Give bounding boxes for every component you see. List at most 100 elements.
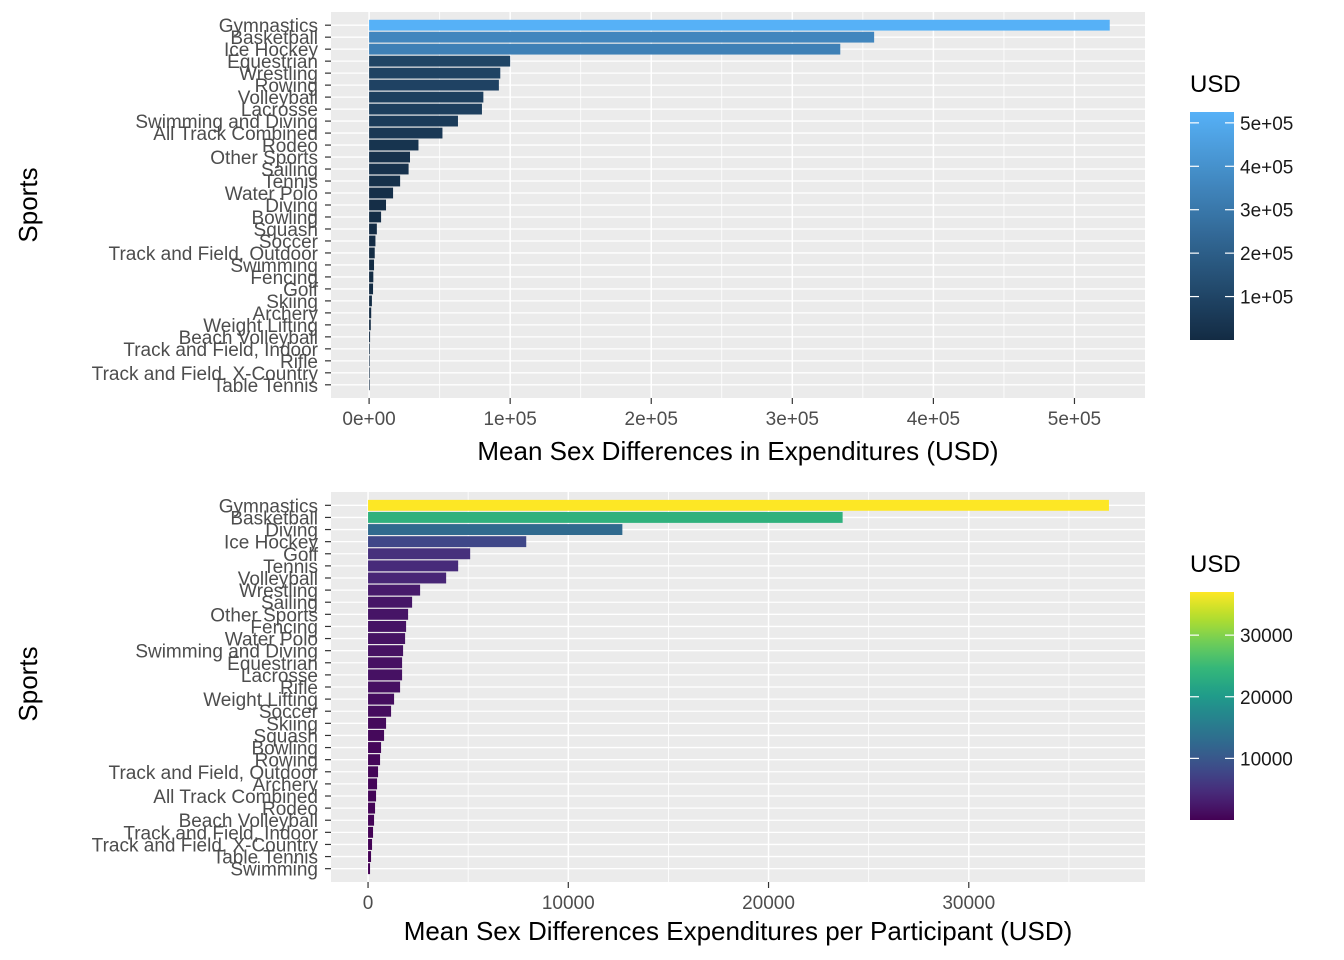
category-label: Wrestling	[239, 64, 318, 85]
category-label: Golf	[283, 280, 319, 301]
bar	[368, 620, 407, 632]
category-label: Other Sports	[210, 148, 318, 169]
bar	[368, 608, 409, 620]
category-label: Beach Volleyball	[179, 328, 318, 349]
category-label: Track and Field, Outdoor	[109, 763, 319, 784]
legend-tick-label: 5e+05	[1240, 114, 1293, 135]
x-tick-label: 1e+05	[483, 409, 536, 430]
bar	[369, 19, 1110, 31]
category-label: Basketball	[230, 508, 318, 529]
x-tick-label: 4e+05	[907, 409, 960, 430]
bar	[369, 115, 458, 127]
bar	[368, 863, 371, 875]
category-label: Table Tennis	[213, 376, 318, 397]
category-label: Water Polo	[225, 184, 318, 205]
x-tick-label: 0	[363, 893, 374, 914]
bar	[369, 139, 419, 151]
category-label: Tennis	[263, 557, 318, 578]
bar	[369, 235, 376, 247]
legend-tick-label: 30000	[1240, 626, 1293, 647]
category-label: Wrestling	[239, 581, 318, 602]
bar	[368, 717, 387, 729]
bar	[369, 163, 409, 175]
category-label: Tennis	[263, 172, 318, 193]
category-label: Squash	[254, 726, 318, 747]
x-axis-title: Mean Sex Differences Expenditures per Pa…	[404, 916, 1073, 946]
category-label: Soccer	[259, 232, 319, 253]
category-label: Squash	[254, 220, 318, 241]
category-label: Water Polo	[225, 630, 318, 651]
bar	[368, 705, 392, 717]
category-label: All Track Combined	[153, 124, 318, 145]
legend-tick-label: 2e+05	[1240, 244, 1293, 265]
category-label: Diving	[265, 521, 318, 542]
bar	[368, 524, 623, 535]
category-label: Volleyball	[238, 88, 318, 109]
category-label: Other Sports	[210, 605, 318, 626]
category-label: Skiing	[266, 714, 318, 735]
bar	[368, 572, 447, 584]
x-tick-label: 3e+05	[766, 409, 819, 430]
category-label: Equestrian	[227, 654, 318, 675]
x-tick-label: 30000	[942, 893, 995, 914]
bar	[369, 295, 372, 307]
bar	[369, 283, 374, 295]
category-label: Rodeo	[262, 799, 318, 820]
bar	[368, 596, 413, 608]
bar	[369, 271, 374, 283]
bar	[368, 560, 459, 572]
x-axis-title: Mean Sex Differences in Expenditures (US…	[477, 436, 998, 466]
category-label: Track and Field, Indoor	[123, 340, 318, 361]
category-label: Archery	[253, 304, 319, 325]
y-axis-title: Sports	[13, 167, 43, 242]
category-label: Basketball	[230, 28, 318, 49]
bar	[369, 175, 401, 187]
category-label: Track and Field, Indoor	[123, 823, 318, 844]
bar	[369, 67, 501, 79]
bar	[369, 79, 499, 91]
bar	[369, 331, 371, 343]
bar	[368, 511, 843, 523]
category-label: Rodeo	[262, 136, 318, 157]
bar	[369, 247, 375, 259]
bar	[368, 645, 404, 657]
category-label: Golf	[283, 545, 319, 566]
legend-colorbar	[1190, 112, 1234, 340]
bar	[369, 91, 484, 103]
category-label: Sailing	[261, 160, 318, 181]
category-label: Diving	[265, 196, 318, 217]
x-tick-label: 5e+05	[1048, 409, 1101, 430]
bar	[369, 55, 511, 67]
category-label: Gymnastics	[219, 16, 318, 37]
bar	[368, 693, 395, 705]
legend-tick-label: 20000	[1240, 688, 1293, 709]
legend-title: USD	[1190, 551, 1241, 578]
category-label: Track and Field, X-Country	[92, 835, 319, 856]
bar	[369, 199, 387, 211]
bar	[368, 790, 377, 802]
legend-tick-label: 10000	[1240, 749, 1293, 770]
category-label: Lacrosse	[241, 666, 318, 687]
x-tick-label: 10000	[542, 893, 595, 914]
bar	[369, 103, 482, 115]
bar	[368, 499, 1109, 511]
legend-tick-label: 3e+05	[1240, 201, 1293, 222]
bar	[368, 851, 372, 863]
category-label: Rifle	[280, 352, 318, 373]
bar	[369, 319, 371, 331]
legend-tick-label: 1e+05	[1240, 288, 1293, 309]
bar	[368, 802, 376, 814]
bar	[369, 211, 382, 223]
bar	[369, 223, 377, 235]
bar	[369, 187, 394, 199]
bar	[368, 814, 375, 826]
category-label: Weight Lifting	[203, 316, 318, 337]
bar	[368, 839, 373, 850]
bar	[369, 307, 372, 319]
category-label: Beach Volleyball	[179, 811, 318, 832]
bar	[368, 633, 406, 645]
category-label: Ice Hockey	[224, 533, 318, 554]
category-label: Bowling	[251, 208, 318, 229]
bar	[368, 778, 378, 790]
